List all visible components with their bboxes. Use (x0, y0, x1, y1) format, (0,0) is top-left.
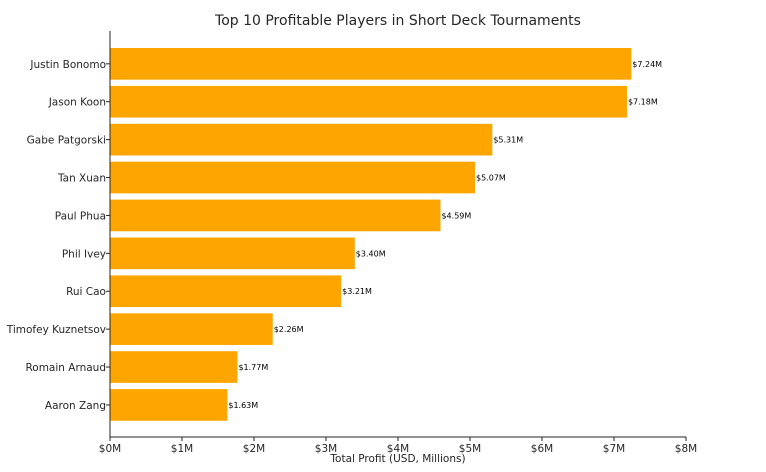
x-tick-label: $7M (603, 443, 625, 455)
chart-title: Top 10 Profitable Players in Short Deck … (214, 13, 581, 29)
x-tick-label: $2M (243, 443, 265, 455)
x-tick-label: $8M (675, 443, 697, 455)
bar (110, 275, 342, 308)
data-label: $1.63M (228, 401, 258, 410)
data-label: $3.21M (342, 287, 372, 296)
y-tick-label: Justin Bonomo (29, 59, 106, 71)
bar (110, 48, 632, 80)
bar (110, 161, 476, 194)
y-tick-label: Rui Cao (66, 286, 106, 298)
bar (110, 123, 493, 156)
y-tick-label: Paul Phua (55, 210, 106, 222)
y-tick-label: Aaron Zang (45, 400, 106, 412)
y-tick-label: Timofey Kuznetsov (6, 324, 106, 336)
x-tick-label: $1M (171, 443, 193, 455)
data-label: $2.26M (274, 325, 304, 334)
y-tick-label: Romain Arnaud (25, 362, 106, 374)
y-tick-label: Jason Koon (48, 97, 106, 109)
data-label: $4.59M (441, 211, 471, 220)
x-ticks: $0M $1M $2M $3M $4M $5M $6M $7M $8M (99, 437, 697, 455)
data-label: $5.07M (476, 174, 506, 183)
data-label: $1.77M (238, 363, 268, 372)
bars-group (110, 48, 632, 421)
x-tick-label: $6M (531, 443, 553, 455)
y-tick-label: Tan Xuan (57, 173, 106, 185)
data-label: $7.24M (632, 60, 662, 69)
bar (110, 389, 228, 421)
x-tick-label: $5M (459, 443, 481, 455)
data-label: $5.31M (493, 136, 523, 145)
data-label: $7.18M (628, 98, 658, 107)
data-labels: $7.24M $7.18M $5.31M $5.07M $4.59M $3.40M $3.2… (228, 60, 662, 410)
x-axis-title: Total Profit (USD, Millions) (329, 453, 465, 465)
x-tick-label: $3M (315, 443, 337, 455)
x-tick-label: $0M (99, 443, 121, 455)
bar (110, 199, 441, 232)
y-tick-label: Gabe Patgorski (27, 135, 106, 147)
category-labels: Justin Bonomo Jason Koon Gabe Patgorski Tan… (6, 59, 110, 412)
y-tick-label: Phil Ivey (62, 248, 106, 260)
bar (110, 85, 627, 118)
x-tick-label: $4M (387, 443, 409, 455)
bar (110, 351, 238, 383)
data-label: $3.40M (356, 249, 386, 258)
bar (110, 313, 273, 345)
bar (110, 237, 355, 270)
